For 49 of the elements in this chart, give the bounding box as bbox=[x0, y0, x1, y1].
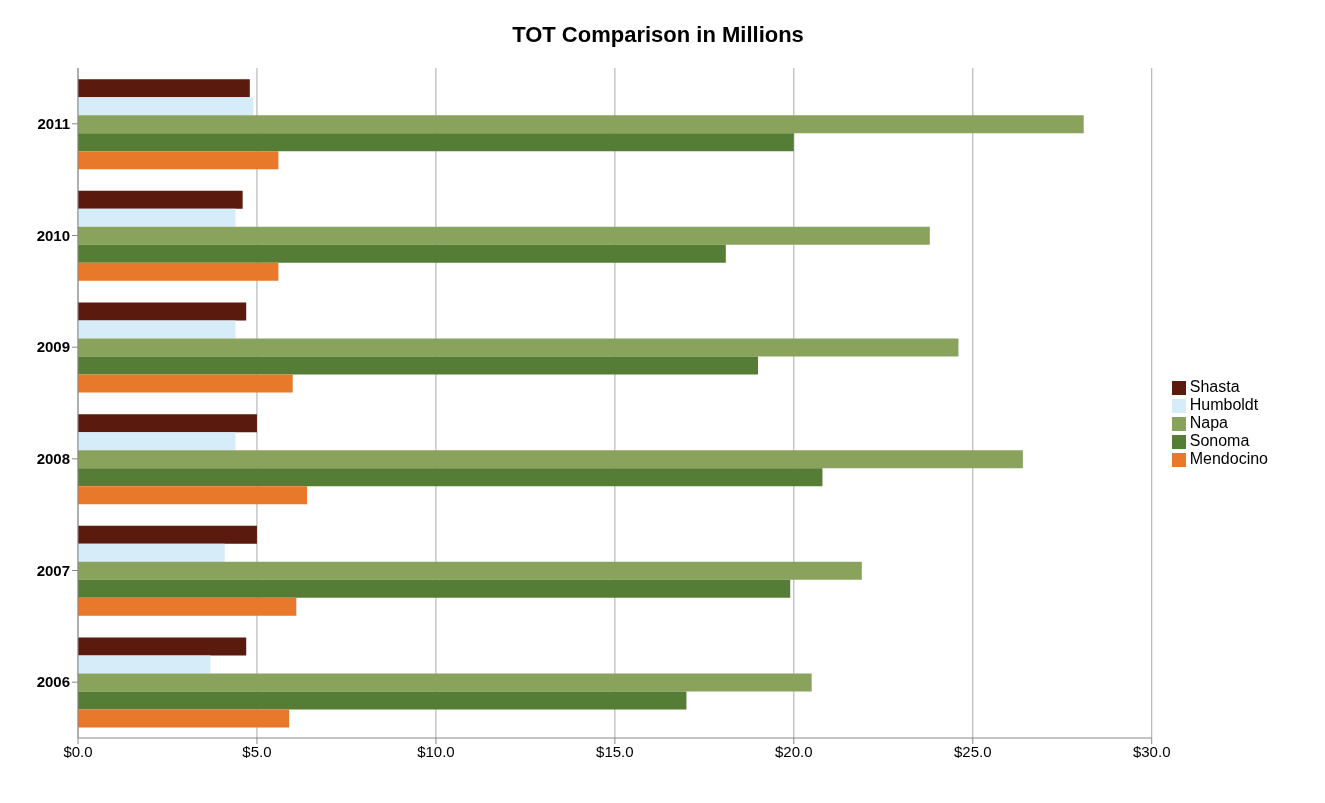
x-tick-label: $25.0 bbox=[953, 742, 992, 760]
bar bbox=[78, 320, 236, 339]
bar bbox=[78, 115, 1084, 134]
bar bbox=[78, 208, 236, 227]
bar bbox=[78, 486, 308, 505]
x-tick-label: $0.0 bbox=[63, 742, 93, 760]
bar bbox=[78, 374, 293, 393]
x-tick-label: $5.0 bbox=[242, 742, 272, 760]
y-tick-label: 2011 bbox=[37, 115, 70, 133]
x-tick-label: $10.0 bbox=[417, 742, 455, 760]
bar bbox=[78, 244, 726, 263]
bar bbox=[78, 151, 279, 170]
legend-label: Sonoma bbox=[1189, 432, 1250, 449]
bar bbox=[78, 133, 794, 152]
bar bbox=[78, 450, 1023, 469]
y-tick-label: 2006 bbox=[36, 673, 70, 691]
x-tick-label: $20.0 bbox=[775, 742, 813, 760]
bar bbox=[78, 637, 247, 656]
legend-label: Napa bbox=[1189, 414, 1228, 431]
bar bbox=[78, 79, 250, 98]
bar bbox=[78, 468, 823, 487]
bar bbox=[78, 226, 930, 245]
bar bbox=[78, 709, 290, 728]
legend-label: Mendocino bbox=[1189, 450, 1268, 467]
x-tick-label: $15.0 bbox=[596, 742, 634, 760]
bar bbox=[78, 655, 211, 674]
legend-label: Humboldt bbox=[1189, 396, 1259, 413]
y-tick-label: 2007 bbox=[36, 561, 70, 579]
bar bbox=[78, 302, 247, 321]
bar bbox=[78, 414, 257, 433]
bar bbox=[78, 262, 279, 281]
y-tick-label: 2008 bbox=[36, 450, 70, 468]
bar bbox=[78, 597, 297, 616]
chart-title: TOT Comparison in Millions bbox=[511, 21, 805, 49]
bar bbox=[78, 673, 812, 692]
bar bbox=[78, 190, 243, 209]
bar bbox=[78, 579, 791, 598]
bar bbox=[78, 97, 254, 116]
bar bbox=[78, 561, 862, 580]
bar bbox=[78, 356, 759, 375]
bar bbox=[78, 691, 687, 710]
bar bbox=[78, 525, 257, 544]
y-tick-label: 2010 bbox=[36, 226, 70, 244]
bar bbox=[78, 338, 959, 357]
bar bbox=[78, 432, 236, 451]
x-tick-label: $30.0 bbox=[1132, 742, 1171, 760]
y-tick-label: 2009 bbox=[36, 338, 70, 356]
legend-label: Shasta bbox=[1189, 378, 1240, 395]
bar bbox=[78, 543, 225, 562]
